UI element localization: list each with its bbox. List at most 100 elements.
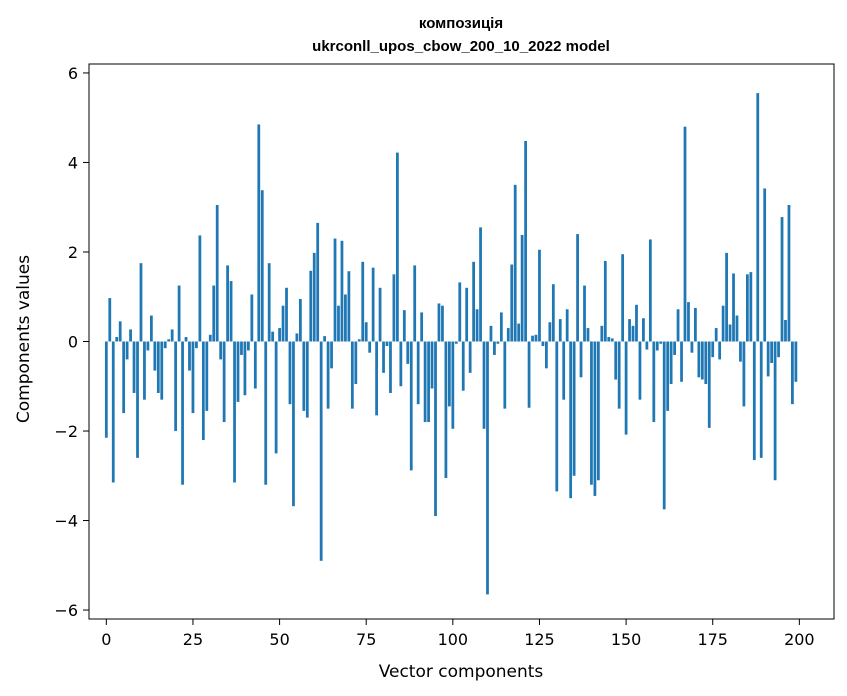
bar-125 bbox=[538, 249, 541, 342]
bar-97 bbox=[441, 305, 444, 342]
bar-84 bbox=[396, 152, 399, 342]
x-axis-ticks: 0 25 50 75 100 125 150 175 200 bbox=[101, 619, 815, 649]
bar-11 bbox=[143, 341, 146, 400]
bar-191 bbox=[766, 341, 770, 377]
bar-22 bbox=[181, 341, 184, 485]
bar-192 bbox=[770, 341, 774, 363]
bar-89 bbox=[413, 265, 417, 342]
bar-26 bbox=[195, 341, 198, 349]
x-tick-label: 75 bbox=[356, 630, 376, 649]
bar-43 bbox=[253, 341, 257, 389]
bar-114 bbox=[499, 312, 503, 342]
bar-73 bbox=[357, 339, 361, 342]
y-axis-label: Components values bbox=[14, 255, 34, 423]
bar-164 bbox=[673, 341, 676, 355]
bar-109 bbox=[482, 341, 486, 429]
bar-88 bbox=[409, 341, 413, 471]
bar-54 bbox=[292, 341, 295, 507]
bar-66 bbox=[333, 238, 337, 342]
bar-184 bbox=[742, 341, 746, 407]
bar-42 bbox=[250, 294, 254, 342]
bar-20 bbox=[174, 341, 178, 432]
bar-161 bbox=[662, 341, 666, 510]
bar-162 bbox=[666, 341, 670, 411]
bar-2 bbox=[111, 341, 115, 483]
bar-9 bbox=[136, 341, 139, 458]
bar-195 bbox=[780, 217, 784, 342]
bar-13 bbox=[149, 315, 153, 342]
chart-title-line-1: композиція bbox=[419, 15, 503, 32]
bar-47 bbox=[267, 263, 271, 342]
bar-46 bbox=[264, 341, 268, 485]
bar-196 bbox=[784, 320, 787, 342]
bar-140 bbox=[590, 341, 593, 485]
bar-61 bbox=[316, 222, 320, 342]
x-tick-label: 50 bbox=[269, 630, 289, 649]
bar-99 bbox=[447, 341, 451, 407]
bar-34 bbox=[222, 341, 226, 423]
bar-121 bbox=[524, 140, 527, 342]
bar-150 bbox=[624, 341, 628, 435]
bar-86 bbox=[402, 310, 406, 342]
bar-171 bbox=[697, 341, 701, 378]
bar-3 bbox=[115, 337, 119, 342]
y-tick-label: 2 bbox=[68, 243, 78, 262]
bar-96 bbox=[437, 303, 441, 342]
y-tick-label: 4 bbox=[68, 153, 78, 172]
bar-138 bbox=[583, 285, 586, 342]
bar-57 bbox=[302, 341, 306, 411]
bar-146 bbox=[610, 338, 614, 342]
bar-31 bbox=[212, 285, 216, 342]
bar-40 bbox=[243, 341, 247, 396]
bar-30 bbox=[208, 334, 212, 342]
bar-39 bbox=[240, 341, 243, 355]
bar-53 bbox=[288, 341, 292, 405]
bar-198 bbox=[791, 341, 794, 405]
bar-67 bbox=[337, 305, 340, 342]
bar-134 bbox=[569, 341, 573, 499]
bar-74 bbox=[361, 261, 365, 342]
bar-118 bbox=[513, 184, 517, 342]
bar-148 bbox=[617, 341, 621, 409]
bar-28 bbox=[201, 341, 205, 440]
bar-1 bbox=[108, 298, 112, 342]
bar-152 bbox=[631, 325, 635, 342]
bar-62 bbox=[319, 341, 323, 561]
bar-178 bbox=[721, 305, 725, 342]
bar-60 bbox=[312, 252, 316, 342]
bar-165 bbox=[676, 309, 680, 342]
bar-90 bbox=[416, 341, 420, 405]
bar-8 bbox=[132, 341, 136, 393]
bar-160 bbox=[659, 341, 663, 344]
bar-25 bbox=[191, 341, 195, 414]
bar-129 bbox=[551, 284, 555, 342]
bar-44 bbox=[257, 124, 261, 342]
x-tick-label: 0 bbox=[101, 630, 111, 649]
bar-181 bbox=[732, 273, 735, 342]
bar-36 bbox=[229, 281, 233, 342]
bar-163 bbox=[669, 341, 673, 385]
bar-82 bbox=[389, 341, 392, 393]
bar-155 bbox=[642, 318, 645, 342]
bar-187 bbox=[752, 341, 756, 461]
bar-72 bbox=[354, 341, 358, 385]
bar-112 bbox=[493, 341, 496, 355]
bar-144 bbox=[603, 260, 607, 342]
bar-41 bbox=[247, 341, 250, 351]
x-tick-label: 200 bbox=[784, 630, 815, 649]
chart-title-line-2: ukrconll_upos_cbow_200_10_2022 model bbox=[312, 38, 610, 55]
bar-190 bbox=[763, 188, 767, 342]
bar-79 bbox=[378, 287, 382, 342]
bar-133 bbox=[565, 309, 569, 342]
bar-177 bbox=[718, 341, 722, 360]
bar-188 bbox=[756, 93, 760, 342]
bar-128 bbox=[548, 322, 552, 342]
bar-173 bbox=[704, 341, 708, 385]
bar-56 bbox=[298, 298, 302, 342]
bar-52 bbox=[285, 287, 288, 342]
bar-169 bbox=[690, 341, 694, 353]
bar-95 bbox=[434, 341, 437, 517]
bar-183 bbox=[739, 341, 742, 362]
bar-156 bbox=[645, 341, 649, 350]
